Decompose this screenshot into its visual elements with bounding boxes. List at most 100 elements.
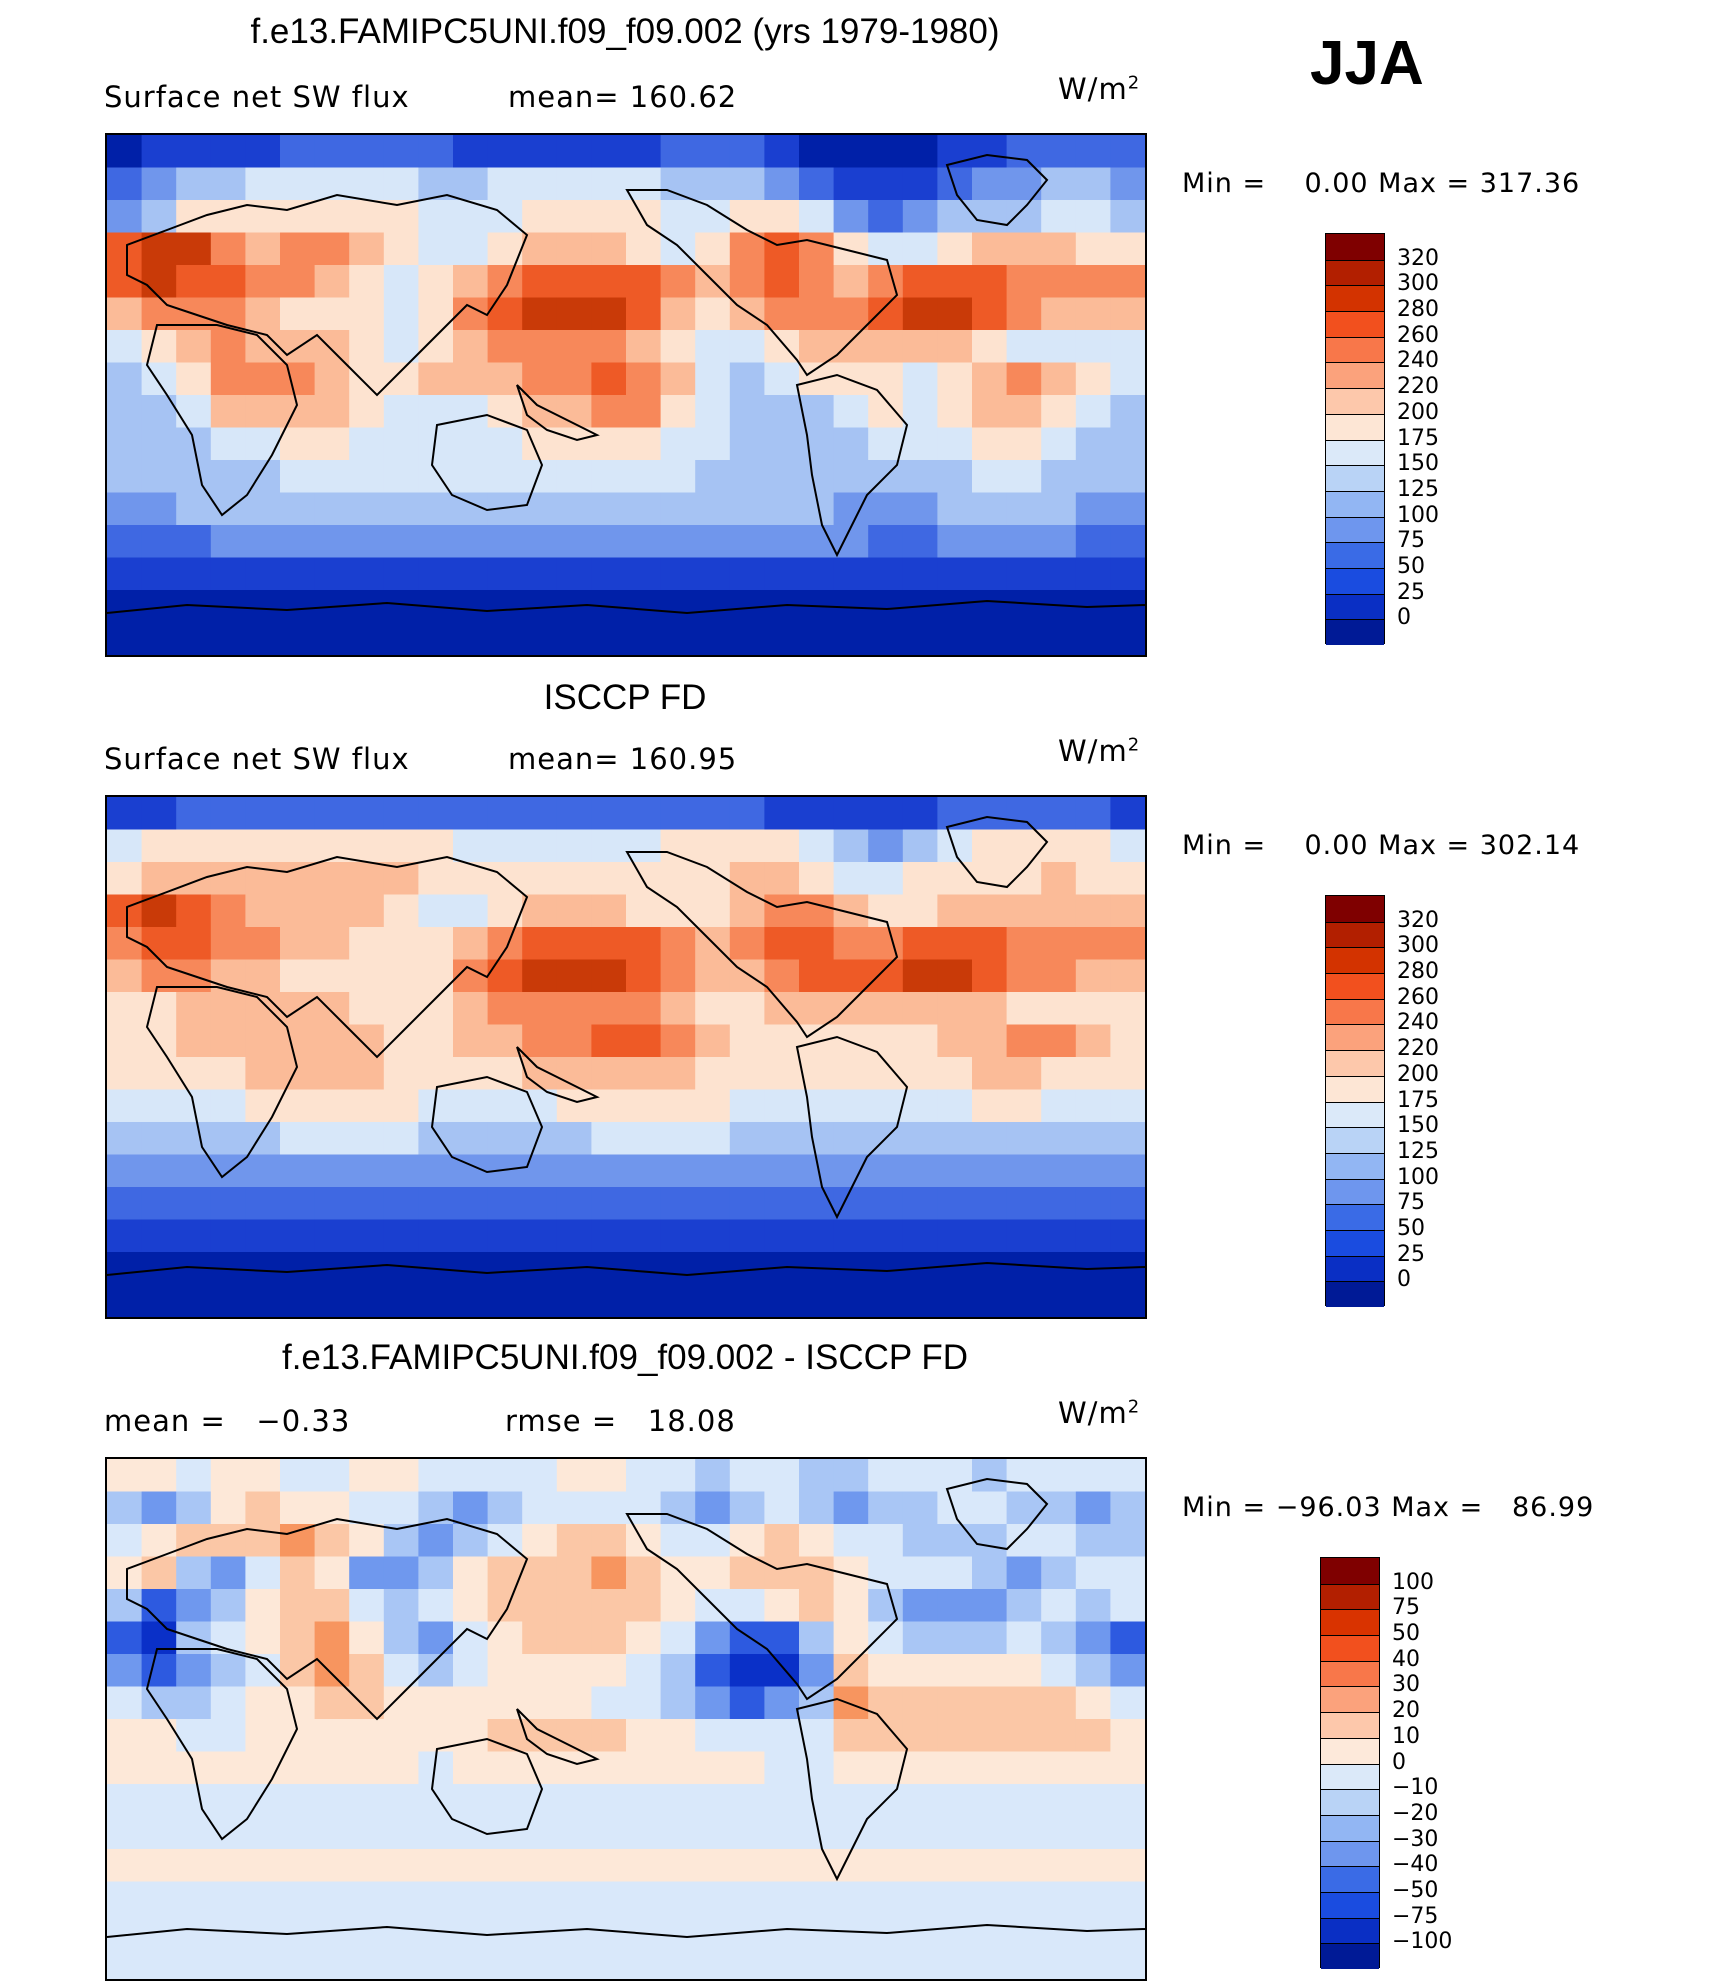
- map-cell: [902, 1784, 939, 1818]
- map-cell: [210, 330, 247, 364]
- map-cell: [799, 797, 835, 831]
- colorbar-segment: [1326, 388, 1384, 414]
- map-cell: [972, 1816, 1008, 1850]
- colorbar-segment: [1326, 234, 1384, 260]
- map-cell: [107, 1284, 143, 1317]
- map-cell: [210, 1187, 247, 1221]
- panel-1-colorbar: [1325, 233, 1385, 645]
- colorbar-tick-label: 300: [1397, 271, 1439, 297]
- map-cell: [868, 1219, 904, 1253]
- colorbar-segment: [1326, 1127, 1384, 1153]
- panel-3-mean-label: mean = −0.33: [104, 1404, 351, 1438]
- colorbar-tick-label: 200: [1397, 399, 1439, 425]
- map-cell: [280, 1284, 316, 1317]
- map-cell: [591, 1621, 627, 1655]
- colorbar-segment: [1321, 1609, 1379, 1636]
- map-cell: [626, 1187, 662, 1221]
- map-cell: [245, 1057, 281, 1091]
- colorbar-tick-label: 125: [1397, 476, 1439, 502]
- map-cell: [349, 265, 385, 299]
- colorbar-segment: [1321, 1840, 1379, 1867]
- colorbar-tick-label: −75: [1392, 1903, 1439, 1929]
- map-cell: [695, 797, 731, 831]
- map-cell: [1041, 1024, 1077, 1058]
- map-cell: [418, 135, 454, 169]
- map-cell: [764, 862, 800, 896]
- colorbar-tick-label: 300: [1397, 933, 1439, 959]
- map-cell: [764, 297, 800, 331]
- coastline: [145, 986, 299, 1179]
- map-cell: [245, 1459, 281, 1493]
- map-cell: [176, 862, 212, 896]
- map-cell: [764, 1751, 800, 1785]
- map-cell: [280, 492, 316, 526]
- map-cell: [522, 894, 558, 928]
- map-cell: [210, 200, 247, 234]
- map-cell: [107, 1589, 143, 1623]
- map-cell: [868, 1654, 904, 1688]
- map-cell: [107, 492, 143, 526]
- panel-1-map: [105, 133, 1147, 657]
- colorbar-tick-label: −50: [1392, 1877, 1439, 1903]
- map-cell: [176, 525, 212, 559]
- map-cell: [383, 557, 420, 591]
- map-cell: [1041, 167, 1077, 201]
- map-cell: [487, 1491, 523, 1525]
- map-cell: [522, 1686, 558, 1720]
- map-cell: [280, 1751, 316, 1785]
- map-cell: [141, 992, 177, 1026]
- map-cell: [660, 1621, 696, 1655]
- map-cell: [349, 1751, 385, 1785]
- map-cell: [280, 297, 316, 331]
- map-cell: [660, 330, 696, 364]
- map-cell: [383, 232, 420, 266]
- map-cell: [522, 1459, 558, 1493]
- map-cell: [799, 1881, 835, 1915]
- map-cell: [1110, 297, 1145, 331]
- map-cell: [418, 1024, 454, 1058]
- map-cell: [1075, 1057, 1112, 1091]
- map-cell: [764, 395, 800, 429]
- map-cell: [176, 167, 212, 201]
- colorbar-tick-label: −100: [1392, 1929, 1453, 1955]
- map-cell: [972, 862, 1008, 896]
- map-cell: [591, 1719, 627, 1753]
- map-cell: [902, 135, 939, 169]
- map-cell: [245, 492, 281, 526]
- map-cell: [764, 1556, 800, 1590]
- map-cell: [245, 557, 281, 591]
- map-cell: [245, 297, 281, 331]
- map-cell: [799, 232, 835, 266]
- map-cell: [556, 622, 593, 655]
- map-cell: [1006, 297, 1042, 331]
- map-cell: [556, 1751, 593, 1785]
- map-cell: [591, 362, 627, 396]
- map-cell: [1041, 460, 1077, 494]
- map-cell: [210, 1654, 247, 1688]
- map-cell: [937, 1719, 973, 1753]
- map-cell: [1041, 427, 1077, 461]
- map-cell: [210, 460, 247, 494]
- map-cell: [729, 525, 766, 559]
- map-cell: [1075, 959, 1112, 993]
- map-cell: [453, 362, 489, 396]
- colorbar-segment: [1326, 311, 1384, 337]
- map-cell: [418, 1524, 454, 1558]
- map-cell: [1075, 862, 1112, 896]
- map-cell: [245, 362, 281, 396]
- map-cell: [902, 862, 939, 896]
- colorbar-tick-label: 280: [1397, 297, 1439, 323]
- map-cell: [453, 1556, 489, 1590]
- map-cell: [349, 200, 385, 234]
- map-cell: [799, 1621, 835, 1655]
- colorbar-segment: [1321, 1660, 1379, 1687]
- map-cell: [1110, 959, 1145, 993]
- map-cell: [280, 1154, 316, 1188]
- map-cell: [729, 1154, 766, 1188]
- map-cell: [1075, 1751, 1112, 1785]
- map-cell: [626, 1914, 662, 1948]
- map-cell: [626, 1946, 662, 1979]
- map-cell: [556, 232, 593, 266]
- map-cell: [245, 959, 281, 993]
- map-cell: [314, 1524, 350, 1558]
